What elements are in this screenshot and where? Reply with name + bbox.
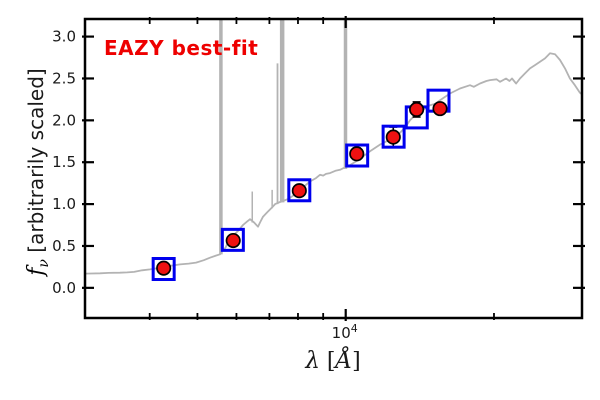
model-point bbox=[345, 143, 370, 168]
y-tick-label: 2.0 bbox=[52, 111, 76, 129]
model-point bbox=[381, 124, 406, 149]
y-tick-label: 1.0 bbox=[52, 195, 76, 213]
y-tick-label: 2.5 bbox=[52, 69, 76, 87]
ylabel-subscript: ν bbox=[36, 259, 52, 268]
x-axis-label: λ [Å] bbox=[233, 348, 433, 374]
model-point bbox=[151, 257, 176, 282]
model-point bbox=[287, 178, 312, 203]
model-point bbox=[220, 227, 245, 252]
y-tick-label: 0.5 bbox=[52, 237, 76, 255]
ylabel-rest: [arbitrarily scaled] bbox=[24, 68, 48, 260]
y-tick-label: 0.0 bbox=[52, 279, 76, 297]
plot-annotation: EAZY best-fit bbox=[104, 36, 258, 60]
spectrum-line bbox=[85, 52, 582, 275]
photometry-point bbox=[225, 232, 241, 249]
xlabel-bracket-close: ] bbox=[352, 349, 361, 374]
xlabel-symbol: λ bbox=[305, 348, 320, 374]
y-tick-label: 1.5 bbox=[52, 153, 76, 171]
spectrum-group bbox=[85, 19, 582, 275]
y-tick-label: 3.0 bbox=[52, 28, 76, 46]
photometry-point bbox=[409, 101, 425, 118]
photometry-point bbox=[349, 146, 365, 162]
photometry-point bbox=[291, 183, 307, 199]
y-axis-label: fν [arbitrarily scaled] bbox=[24, 22, 52, 322]
photometry-point bbox=[156, 260, 172, 276]
x-tick-label: 104 bbox=[332, 322, 358, 342]
plot-frame bbox=[83, 17, 584, 320]
ylabel-symbol: f bbox=[24, 267, 49, 276]
photometry-point bbox=[385, 129, 401, 145]
photometry-point bbox=[432, 101, 448, 117]
xlabel-unit: Å bbox=[335, 348, 353, 374]
xlabel-bracket-open: [ bbox=[319, 349, 336, 374]
annotation-text: EAZY best-fit bbox=[104, 36, 259, 60]
